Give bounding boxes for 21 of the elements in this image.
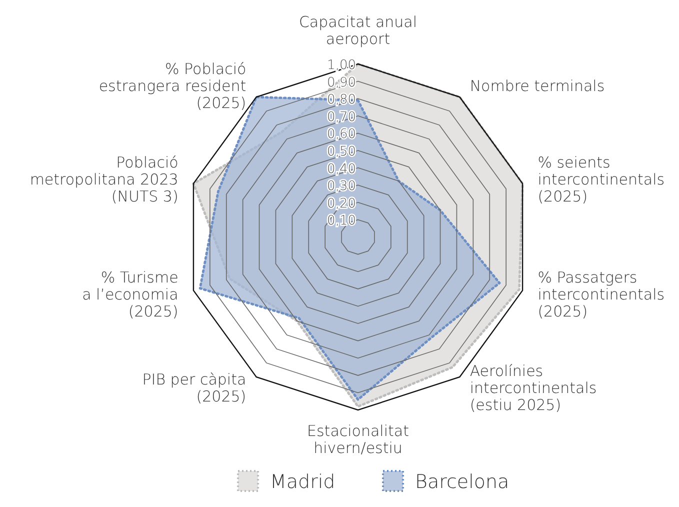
y-tick-label: 0,60 bbox=[327, 127, 356, 142]
y-tick-label: 0,40 bbox=[327, 162, 356, 177]
y-tick-label: 0,50 bbox=[327, 144, 356, 160]
spoke-label: Població metropolitana 2023 (NUTS 3) bbox=[30, 153, 178, 206]
legend-label: Madrid bbox=[270, 471, 336, 493]
spoke-label: Capacitat anual aeroport bbox=[298, 13, 418, 48]
legend-label: Barcelona bbox=[415, 471, 510, 493]
y-tick-label: 0,20 bbox=[327, 196, 356, 212]
y-tick-label: 0,30 bbox=[327, 179, 356, 194]
spoke-label: % Població estrangera resident (2025) bbox=[98, 60, 246, 112]
y-tick-label: 0,90 bbox=[327, 75, 356, 90]
y-tick-label: 0,70 bbox=[327, 110, 356, 125]
y-tick-label: 0,80 bbox=[327, 92, 356, 108]
spoke-label: Aerolínies intercontinentals (estiu 2025) bbox=[470, 362, 597, 414]
y-tick-label: 1,00 bbox=[327, 58, 356, 73]
spoke-label: % Turisme a l’economia (2025) bbox=[82, 268, 178, 321]
spoke-label: Estacionalitat hivern/estiu bbox=[307, 422, 410, 457]
spoke-label: % Passatgers intercontinentals (2025) bbox=[538, 268, 665, 321]
spoke-label: Nombre terminals bbox=[470, 76, 605, 95]
spoke-label: PIB per càpita (2025) bbox=[142, 370, 246, 406]
spoke-label: % seients intercontinentals (2025) bbox=[538, 153, 665, 206]
